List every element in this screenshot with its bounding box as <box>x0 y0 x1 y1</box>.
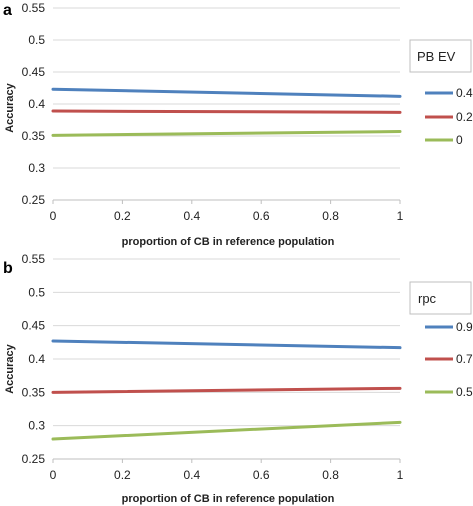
legend-label-0.9: 0.9 <box>456 320 473 334</box>
x-tick-label: 0.2 <box>114 209 131 223</box>
y-axis-title-b: Accuracy <box>4 343 16 393</box>
legend-entries-a: 0.4 0.2 0 <box>425 86 473 147</box>
legend-b: rpc 0.9 0.7 0.5 <box>409 281 473 399</box>
x-tick-label: 1 <box>397 468 404 482</box>
y-tick-label: 0.45 <box>22 319 46 333</box>
legend-a: PB EV 0.4 0.2 0 <box>409 39 473 147</box>
x-tick-label: 0.6 <box>253 209 270 223</box>
panel-a: a 0.25 0.3 0.35 0.4 0.45 0.5 0.55 0 0.2 0.4 0.6 0.… <box>3 1 473 248</box>
y-tick-label: 0.55 <box>22 1 46 15</box>
x-tick-label: 1 <box>397 209 404 223</box>
x-ticks-a: 0 0.2 0.4 0.6 0.8 1 <box>50 200 404 223</box>
y-tick-label: 0.55 <box>22 252 46 266</box>
series-line-0.5 <box>51 420 402 441</box>
legend-label-0.4: 0.4 <box>456 86 473 100</box>
series-line-0.2 <box>51 109 402 114</box>
x-tick-label: 0.2 <box>114 468 131 482</box>
legend-entries-b: 0.9 0.7 0.5 <box>425 320 473 399</box>
legend-title-b: rpc <box>418 291 437 306</box>
series-line-0.7 <box>51 386 402 394</box>
y-tick-label: 0.5 <box>28 285 45 299</box>
y-ticks-b: 0.25 0.3 0.35 0.4 0.45 0.5 0.55 <box>22 252 46 466</box>
x-tick-label: 0.8 <box>322 209 339 223</box>
series-line-0 <box>51 130 402 137</box>
series-line-0.4 <box>51 87 402 98</box>
y-tick-label: 0.5 <box>28 33 45 47</box>
y-tick-label: 0.3 <box>28 161 45 175</box>
x-ticks-b: 0 0.2 0.4 0.6 0.8 1 <box>50 459 404 482</box>
x-tick-label: 0.8 <box>322 468 339 482</box>
y-tick-label: 0.25 <box>22 193 46 207</box>
y-tick-label: 0.25 <box>22 452 46 466</box>
series-line-0.9 <box>51 339 402 350</box>
y-tick-label: 0.3 <box>28 419 45 433</box>
y-ticks-a: 0.25 0.3 0.35 0.4 0.45 0.5 0.55 <box>22 1 46 207</box>
y-tick-label: 0.4 <box>28 352 45 366</box>
x-tick-label: 0 <box>50 468 57 482</box>
y-tick-label: 0.4 <box>28 97 45 111</box>
x-tick-label: 0.6 <box>253 468 270 482</box>
x-axis-title-b: proportion of CB in reference population <box>122 493 335 505</box>
x-axis-title-a: proportion of CB in reference population <box>122 236 335 248</box>
y-tick-label: 0.35 <box>22 385 46 399</box>
grid-a <box>53 7 400 169</box>
legend-title-a: PB EV <box>417 49 456 64</box>
panel-b: b 0.25 0.3 0.35 0.4 0.45 0.5 0.55 0 0.2 0.4 0.6 0.… <box>3 252 473 505</box>
panel-label-a: a <box>3 2 12 19</box>
series-b <box>51 339 402 441</box>
legend-title-box-a <box>409 39 472 73</box>
x-tick-label: 0.4 <box>183 209 200 223</box>
series-a <box>51 87 402 137</box>
y-tick-label: 0.45 <box>22 65 46 79</box>
legend-label-0.2: 0.2 <box>456 110 473 124</box>
y-axis-title-a: Accuracy <box>4 82 16 132</box>
x-tick-label: 0 <box>50 209 57 223</box>
legend-title-box-b <box>409 281 472 315</box>
legend-label-0.5: 0.5 <box>456 385 473 399</box>
y-tick-label: 0.35 <box>22 129 46 143</box>
x-tick-label: 0.4 <box>183 468 200 482</box>
legend-label-0: 0 <box>456 133 463 147</box>
panel-label-b: b <box>3 260 13 277</box>
legend-label-0.7: 0.7 <box>456 352 473 366</box>
